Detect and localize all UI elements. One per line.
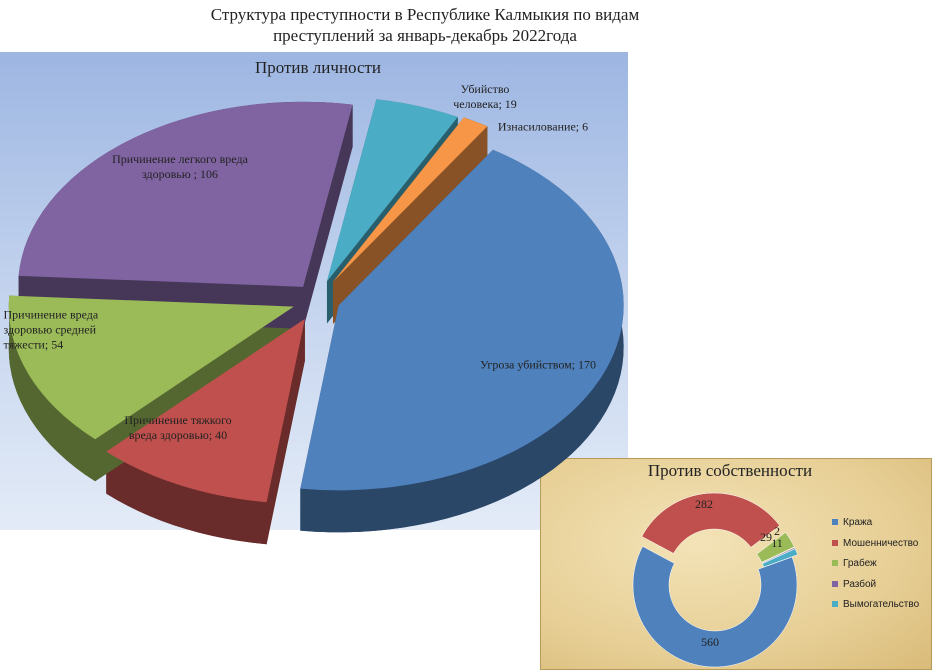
value-label: 170 — [578, 357, 597, 372]
legend-item: Мошенничество — [832, 538, 918, 549]
category-label: Изнасилование; — [497, 119, 580, 134]
donut-slice — [762, 548, 798, 568]
value-label: 40 — [215, 428, 228, 442]
legend-swatch — [832, 560, 838, 566]
pie-slice — [8, 295, 294, 440]
slice-wall — [300, 149, 624, 533]
category-label: Причинение легкого вреда здоровью ; — [112, 152, 248, 181]
data-label: 29 — [760, 530, 772, 544]
legend-item: Кража — [832, 517, 872, 528]
slice-wall — [106, 451, 267, 545]
data-label: Причинение тяжкого вреда здоровью; 40 — [123, 413, 233, 443]
data-label: Изнасилование; 6 — [473, 120, 613, 135]
data-label: Причинение вреда здоровью средней тяжест… — [4, 308, 129, 353]
donut-slice — [761, 547, 796, 564]
data-label: 560 — [701, 635, 719, 649]
value-label: 19 — [504, 97, 517, 111]
pie-slice — [106, 318, 305, 503]
data-label: 11 — [771, 536, 783, 550]
value-label: 6 — [582, 119, 589, 134]
chart-title: Против личности — [254, 58, 382, 77]
value-label: 54 — [51, 337, 64, 352]
donut-slice — [632, 546, 798, 668]
page-title: Структура преступности в Республике Калм… — [210, 5, 640, 45]
legend-swatch — [832, 519, 838, 525]
legend-label: Вымогательство — [843, 599, 920, 610]
slice-edge — [266, 318, 305, 545]
donut-slice — [756, 532, 795, 563]
legend-label: Грабеж — [843, 558, 877, 569]
legend-label: Кража — [843, 517, 873, 528]
slice-wall — [8, 295, 96, 482]
category-label: Угроза убийством; — [479, 357, 576, 372]
data-label: Убийство человека; 19 — [438, 82, 533, 112]
legend-swatch — [832, 539, 838, 546]
legend-swatch — [832, 580, 838, 587]
slice-edge — [303, 104, 353, 329]
legend-label: Мошенничество — [843, 537, 919, 549]
data-label: 282 — [695, 497, 713, 511]
category-label: Причинение вреда здоровью средней тяжест… — [3, 307, 99, 352]
legend-item: Разбой — [832, 579, 876, 590]
legend-item: Вымогательство — [832, 599, 919, 610]
data-label: Причинение легкого вреда здоровью ; 106 — [110, 152, 250, 182]
chart-title: Против собственности — [647, 461, 813, 480]
legend-label: Разбой — [843, 578, 877, 590]
pie-slice — [300, 149, 624, 491]
donut-slice — [641, 492, 780, 554]
data-label: 2 — [774, 524, 780, 538]
pie-slice — [18, 101, 353, 287]
legend-item: Грабеж — [832, 558, 877, 569]
legend-swatch — [832, 601, 838, 607]
pie-slice — [333, 117, 488, 282]
pie-slice — [326, 99, 458, 282]
category-label: Причинение тяжкого вреда здоровью; — [124, 413, 232, 442]
data-label: Угроза убийством; 170 — [476, 358, 601, 373]
category-label: Убийство человека; — [453, 82, 510, 111]
value-label: 106 — [200, 167, 219, 181]
